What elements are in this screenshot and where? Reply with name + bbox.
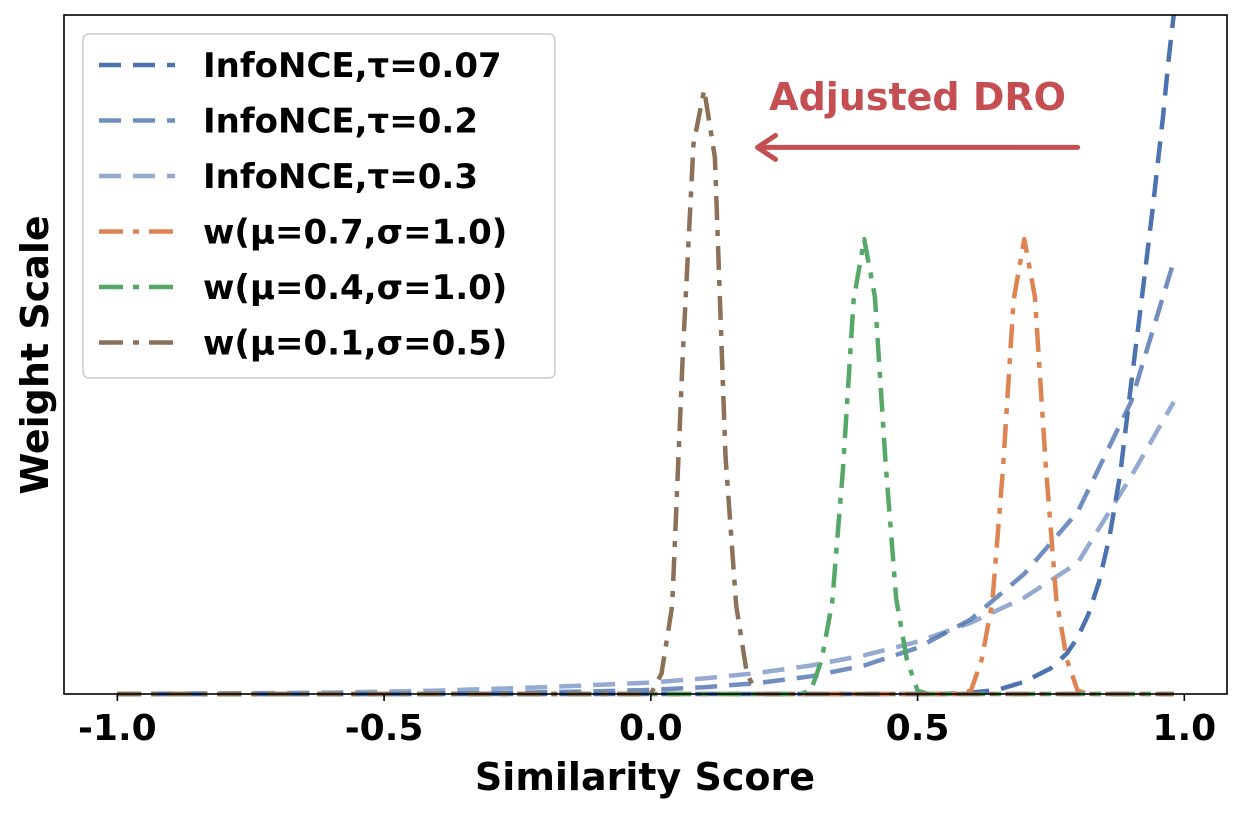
series-line-5 — [117, 87, 1174, 697]
legend-label: w(μ=0.1,σ=0.5) — [203, 324, 507, 364]
legend-label: w(μ=0.4,σ=1.0) — [203, 268, 507, 308]
x-axis-label: Similarity Score — [475, 755, 815, 799]
annotation-arrow-head — [755, 132, 779, 162]
x-tick-label: 1.0 — [1152, 708, 1216, 749]
series-line-2 — [117, 400, 1176, 697]
x-tick-label: -1.0 — [78, 708, 157, 749]
series-layer — [117, 14, 1176, 697]
annotation-layer: Adjusted DRO — [755, 75, 1081, 162]
legend-entry-0: InfoNCE,τ=0.07 — [99, 46, 502, 86]
annotation-text: Adjusted DRO — [769, 75, 1066, 119]
legend: InfoNCE,τ=0.07 InfoNCE,τ=0.2 InfoNCE,τ=0.3… — [82, 33, 556, 379]
x-tick-label: 0.0 — [619, 708, 683, 749]
legend-label: InfoNCE,τ=0.2 — [203, 102, 478, 142]
legend-label: InfoNCE,τ=0.3 — [203, 157, 478, 197]
legend-entry-4: w(μ=0.4,σ=1.0) — [99, 268, 507, 308]
x-axis-ticks: -1.0 -0.5 0.0 0.5 1.0 — [78, 694, 1216, 749]
legend-entry-2: InfoNCE,τ=0.3 — [99, 157, 478, 197]
plot-frame — [63, 14, 1228, 695]
y-axis-label: Weight Scale — [13, 215, 57, 494]
legend-label: w(μ=0.7,σ=1.0) — [203, 213, 507, 253]
legend-entry-5: w(μ=0.1,σ=0.5) — [99, 324, 507, 364]
series-line-4 — [117, 236, 1174, 697]
legend-frame — [82, 33, 556, 379]
x-tick-label: -0.5 — [345, 708, 424, 749]
series-line-3 — [117, 236, 1174, 697]
legend-entry-1: InfoNCE,τ=0.2 — [99, 102, 478, 142]
legend-entry-3: w(μ=0.7,σ=1.0) — [99, 213, 507, 253]
x-tick-label: 0.5 — [886, 708, 950, 749]
legend-label: InfoNCE,τ=0.07 — [203, 46, 502, 86]
